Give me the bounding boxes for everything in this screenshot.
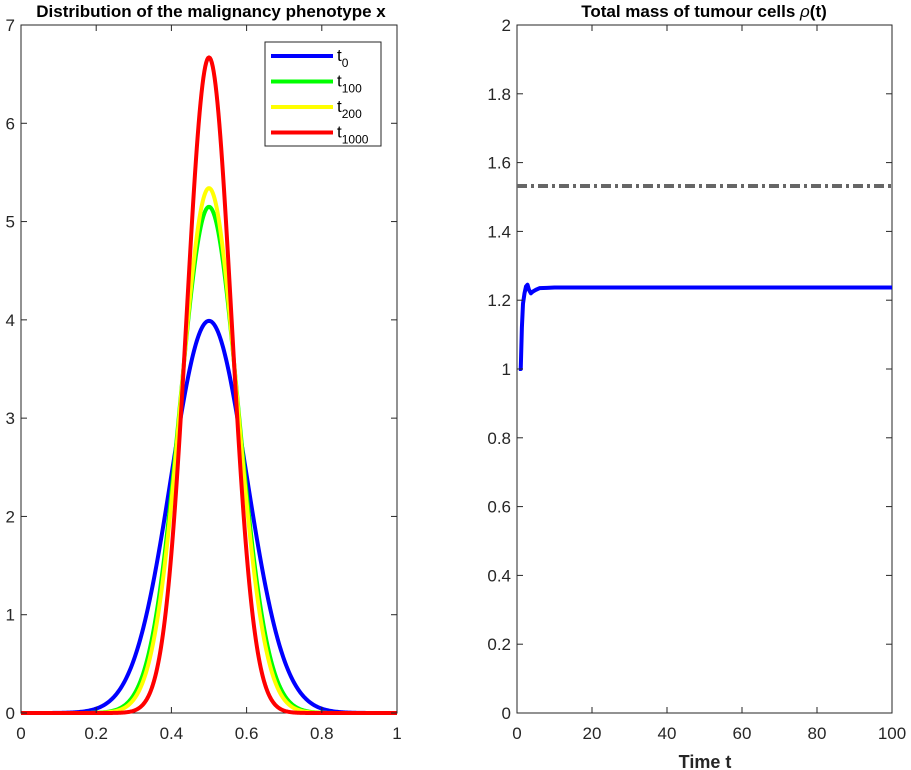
time-axis-label: Time t bbox=[679, 752, 732, 770]
x-tick-label: 40 bbox=[658, 724, 677, 743]
distribution-x-axis: 0 0.2 0.4 0.6 0.8 1 bbox=[16, 25, 402, 743]
y-tick-label: 1 bbox=[6, 606, 15, 625]
total-mass-chart-title: Total mass of tumour cells ρ(t) bbox=[581, 2, 827, 21]
title-rho-symbol: ρ bbox=[799, 2, 810, 21]
y-tick-label: 1.8 bbox=[487, 85, 511, 104]
legend-label-base: t bbox=[337, 46, 342, 65]
y-tick-label: 2 bbox=[502, 16, 511, 35]
legend-label-t1000: t1000 bbox=[337, 123, 369, 147]
y-tick-label: 0.4 bbox=[487, 566, 511, 585]
plot-frame bbox=[516, 24, 893, 714]
total-mass-plot-area bbox=[516, 24, 893, 714]
y-tick-label: 7 bbox=[6, 16, 15, 35]
distribution-chart-title: Distribution of the malignancy phenotype… bbox=[36, 2, 386, 21]
legend-label-t200: t200 bbox=[337, 97, 362, 121]
distribution-panel: Distribution of the malignancy phenotype… bbox=[6, 2, 402, 743]
title-text: Total mass of tumour cells bbox=[581, 2, 800, 21]
y-tick-label: 1 bbox=[502, 360, 511, 379]
y-tick-label: 0.6 bbox=[487, 498, 511, 517]
y-tick-label: 0.8 bbox=[487, 429, 511, 448]
series-line-rho bbox=[518, 282, 892, 371]
x-tick-label: 0.8 bbox=[310, 724, 334, 743]
legend-box bbox=[264, 41, 382, 147]
title-suffix: (t) bbox=[810, 2, 827, 21]
legend-label-subscript: 200 bbox=[342, 107, 362, 121]
legend-label-base: t bbox=[337, 72, 342, 91]
series-line-t1000 bbox=[19, 55, 399, 715]
x-tick-label: 0 bbox=[512, 724, 521, 743]
x-tick-label: 0.6 bbox=[235, 724, 259, 743]
y-tick-label: 5 bbox=[6, 213, 15, 232]
y-tick-label: 1.2 bbox=[487, 291, 511, 310]
x-tick-label: 1 bbox=[392, 724, 401, 743]
x-tick-label: 60 bbox=[733, 724, 752, 743]
legend-label-subscript: 1000 bbox=[342, 133, 369, 147]
x-tick-label: 80 bbox=[808, 724, 827, 743]
y-tick-label: 2 bbox=[6, 507, 15, 526]
y-tick-label: 0 bbox=[502, 704, 511, 723]
legend-label-subscript: 100 bbox=[342, 82, 362, 96]
x-tick-label: 0 bbox=[16, 724, 25, 743]
legend-label-base: t bbox=[337, 123, 342, 142]
y-tick-label: 4 bbox=[6, 311, 15, 330]
x-tick-label: 0.2 bbox=[84, 724, 108, 743]
x-tick-label: 100 bbox=[878, 724, 906, 743]
y-tick-label: 6 bbox=[6, 114, 15, 133]
legend-label-subscript: 0 bbox=[342, 56, 349, 70]
legend-label-base: t bbox=[337, 97, 342, 116]
y-tick-label: 1.6 bbox=[487, 154, 511, 173]
y-tick-label: 1.4 bbox=[487, 222, 511, 241]
distribution-y-axis: 0 1 2 3 4 5 6 7 bbox=[6, 16, 397, 723]
legend-label-t100: t100 bbox=[337, 72, 362, 96]
legend-label-t0: t0 bbox=[337, 46, 349, 70]
total-mass-panel: Total mass of tumour cells ρ(t) 00.20.40… bbox=[487, 2, 906, 770]
y-tick-label: 0.2 bbox=[487, 635, 511, 654]
total-mass-x-axis: 0 20 40 60 80 100 bbox=[512, 25, 906, 743]
y-tick-label: 3 bbox=[6, 409, 15, 428]
x-tick-label: 0.4 bbox=[160, 724, 184, 743]
y-tick-label: 0 bbox=[6, 704, 15, 723]
total-mass-y-axis: 0 0.2 0.4 0.6 0.8 1 1.2 1.4 1.6 1.8 2 bbox=[487, 16, 892, 723]
x-tick-label: 20 bbox=[583, 724, 602, 743]
